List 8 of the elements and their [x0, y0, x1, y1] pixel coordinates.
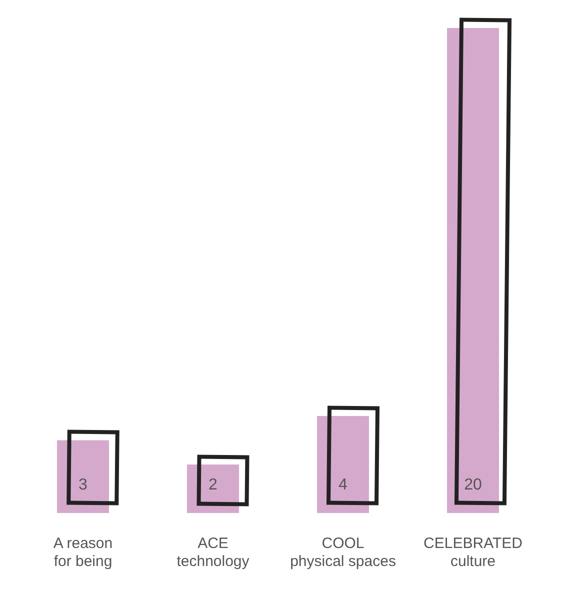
x-tick-label: A reason for being: [53, 535, 113, 570]
data-label: 4: [338, 476, 348, 494]
data-label: 3: [78, 476, 88, 494]
data-label: 20: [464, 476, 482, 494]
x-tick-label: CELEBRATED culture: [424, 535, 523, 570]
data-label: 2: [208, 476, 218, 494]
x-tick-label: ACE technology: [176, 535, 250, 570]
x-tick-label: COOL physical spaces: [290, 535, 396, 570]
